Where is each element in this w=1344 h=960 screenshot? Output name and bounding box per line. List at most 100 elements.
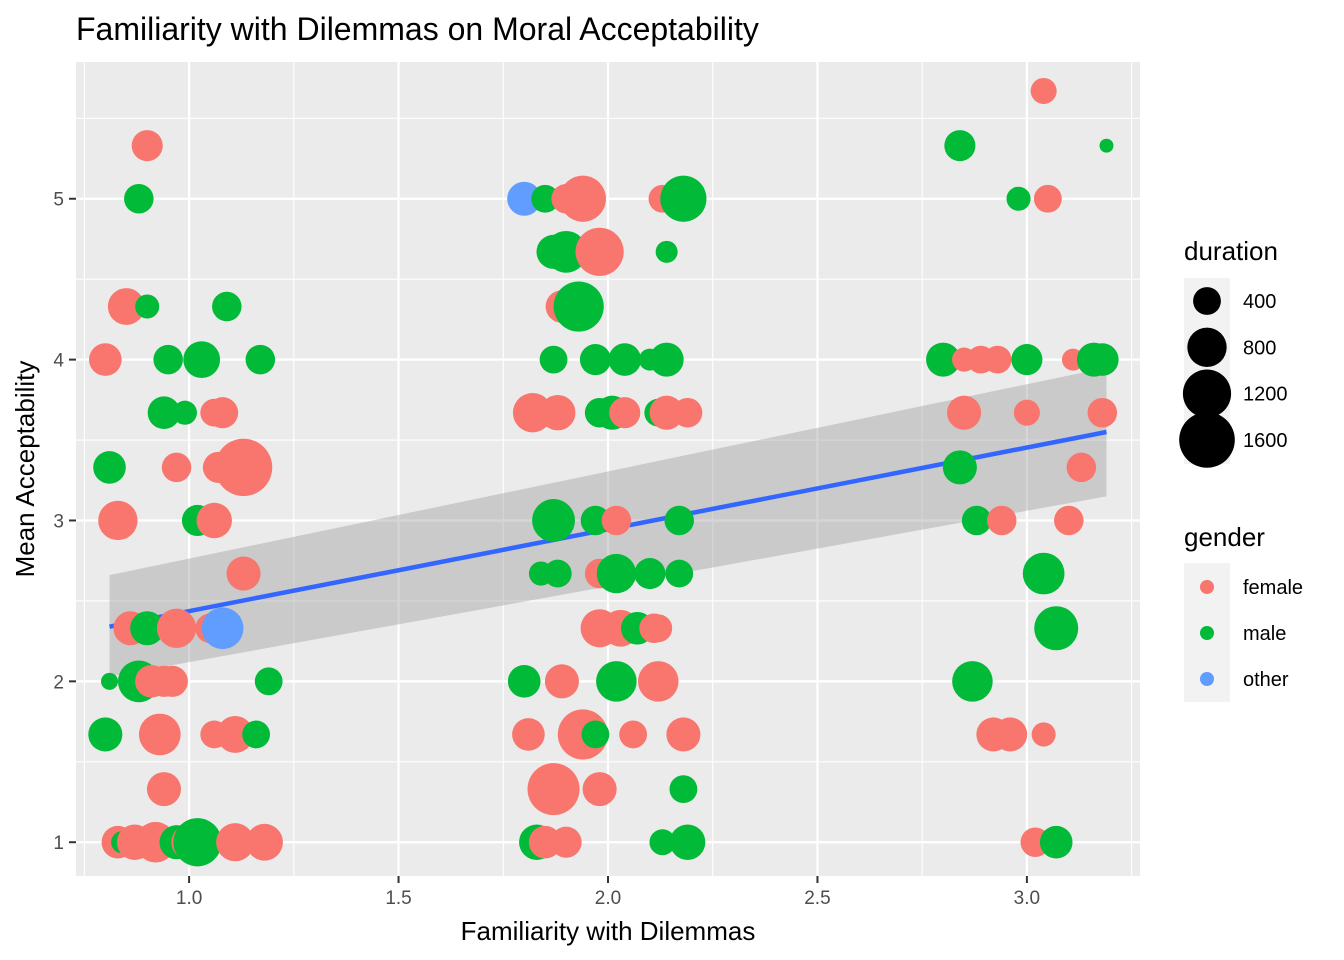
legend-gender-key-female <box>1200 580 1214 594</box>
x-tick-label: 3.0 <box>1014 888 1040 909</box>
legend-duration: duration 400 800 1200 1600 <box>1179 236 1288 468</box>
data-point-male <box>242 720 271 749</box>
x-tick-label: 2.0 <box>595 888 621 909</box>
data-point-male <box>581 720 610 749</box>
data-point-female <box>550 826 582 858</box>
data-point-male <box>596 661 637 702</box>
data-point-male <box>944 130 976 162</box>
legend-gender-label: female <box>1243 577 1303 599</box>
data-point-female <box>1087 397 1118 428</box>
data-point-female <box>146 772 182 807</box>
data-point-female <box>527 763 580 816</box>
data-point-female <box>619 720 648 749</box>
data-point-female <box>947 395 982 430</box>
data-point-female <box>1066 452 1097 483</box>
data-point-female <box>609 397 641 429</box>
data-point-female <box>1030 77 1057 104</box>
y-tick-label: 3 <box>53 511 64 532</box>
data-point-female <box>1033 184 1062 213</box>
data-point-female <box>993 717 1028 752</box>
data-point-male <box>669 775 698 804</box>
legend-gender-label: male <box>1243 623 1286 645</box>
data-point-female <box>601 505 632 536</box>
data-point-male <box>254 667 283 696</box>
data-point-male <box>580 505 611 536</box>
data-point-female <box>539 394 576 431</box>
data-point-male <box>124 183 154 214</box>
legend-duration-label: 800 <box>1243 337 1276 359</box>
data-point-female <box>666 717 701 752</box>
data-point-male <box>961 505 992 536</box>
data-point-male <box>543 559 572 588</box>
data-point-female <box>226 556 261 591</box>
data-point-male <box>1011 344 1043 376</box>
data-point-male <box>100 672 119 690</box>
data-point-female <box>644 614 673 643</box>
data-point-male <box>245 344 276 375</box>
legend-gender-title: gender <box>1184 522 1265 552</box>
data-point-female <box>575 227 624 276</box>
data-point-male <box>634 558 666 590</box>
data-point-female <box>649 395 684 430</box>
y-tick-label: 5 <box>53 190 64 211</box>
data-point-female <box>161 452 192 483</box>
data-point-male <box>942 450 977 485</box>
data-point-female <box>131 130 163 162</box>
data-point-male <box>93 451 126 484</box>
legend-duration-key <box>1182 369 1232 418</box>
data-point-female <box>544 664 579 699</box>
data-point-male <box>1022 552 1065 595</box>
x-tick-label: 2.5 <box>804 888 830 909</box>
legend-duration-label: 400 <box>1243 291 1276 313</box>
data-point-male <box>153 344 183 375</box>
y-tick-label: 4 <box>53 351 64 372</box>
data-point-female <box>214 438 273 497</box>
data-point-male <box>649 342 684 377</box>
data-point-male <box>649 829 676 856</box>
data-point-female <box>156 608 197 648</box>
data-point-female <box>207 397 239 429</box>
y-axis: 1 2 3 4 5 <box>53 190 76 854</box>
legend-duration-key <box>1193 287 1221 315</box>
y-axis-title: Mean Acceptability <box>10 361 40 578</box>
data-point-male <box>596 553 637 594</box>
data-point-male <box>655 240 678 263</box>
data-point-male <box>135 294 160 319</box>
data-point-male <box>172 400 197 425</box>
data-point-female <box>672 397 703 428</box>
data-point-female <box>1054 505 1084 536</box>
data-point-male <box>664 505 694 536</box>
data-point-female <box>987 505 1017 536</box>
data-point-male <box>1039 825 1073 859</box>
data-point-female <box>216 716 254 753</box>
chart-title: Familiarity with Dilemmas on Moral Accep… <box>76 11 759 47</box>
data-point-female <box>246 823 283 861</box>
legend-gender: gender female male other <box>1184 522 1303 702</box>
data-point-male <box>1034 606 1079 651</box>
data-point-male <box>130 611 165 646</box>
data-point-male <box>545 230 587 273</box>
data-point-female <box>216 823 255 862</box>
data-point-female <box>559 175 606 222</box>
data-point-female <box>1013 399 1040 426</box>
data-point-male <box>1099 138 1114 153</box>
data-point-male <box>507 665 541 698</box>
data-point-female <box>107 288 145 325</box>
data-point-male <box>665 559 694 588</box>
legend-duration-key <box>1179 412 1235 468</box>
data-point-male <box>88 717 123 752</box>
data-point-other <box>507 181 542 216</box>
data-point-female <box>512 718 545 751</box>
x-tick-label: 1.0 <box>176 888 202 909</box>
data-point-male <box>553 281 604 332</box>
x-axis: 1.0 1.5 2.0 2.5 3.0 <box>176 876 1040 909</box>
data-point-male <box>531 184 560 213</box>
legend-duration-label: 1600 <box>1243 430 1288 452</box>
data-point-male <box>608 343 642 376</box>
legend-gender-key-male <box>1200 626 1214 640</box>
data-point-male <box>579 344 611 376</box>
legend-gender-label: other <box>1243 669 1289 691</box>
data-point-female <box>983 345 1012 374</box>
data-point-female <box>512 393 553 433</box>
